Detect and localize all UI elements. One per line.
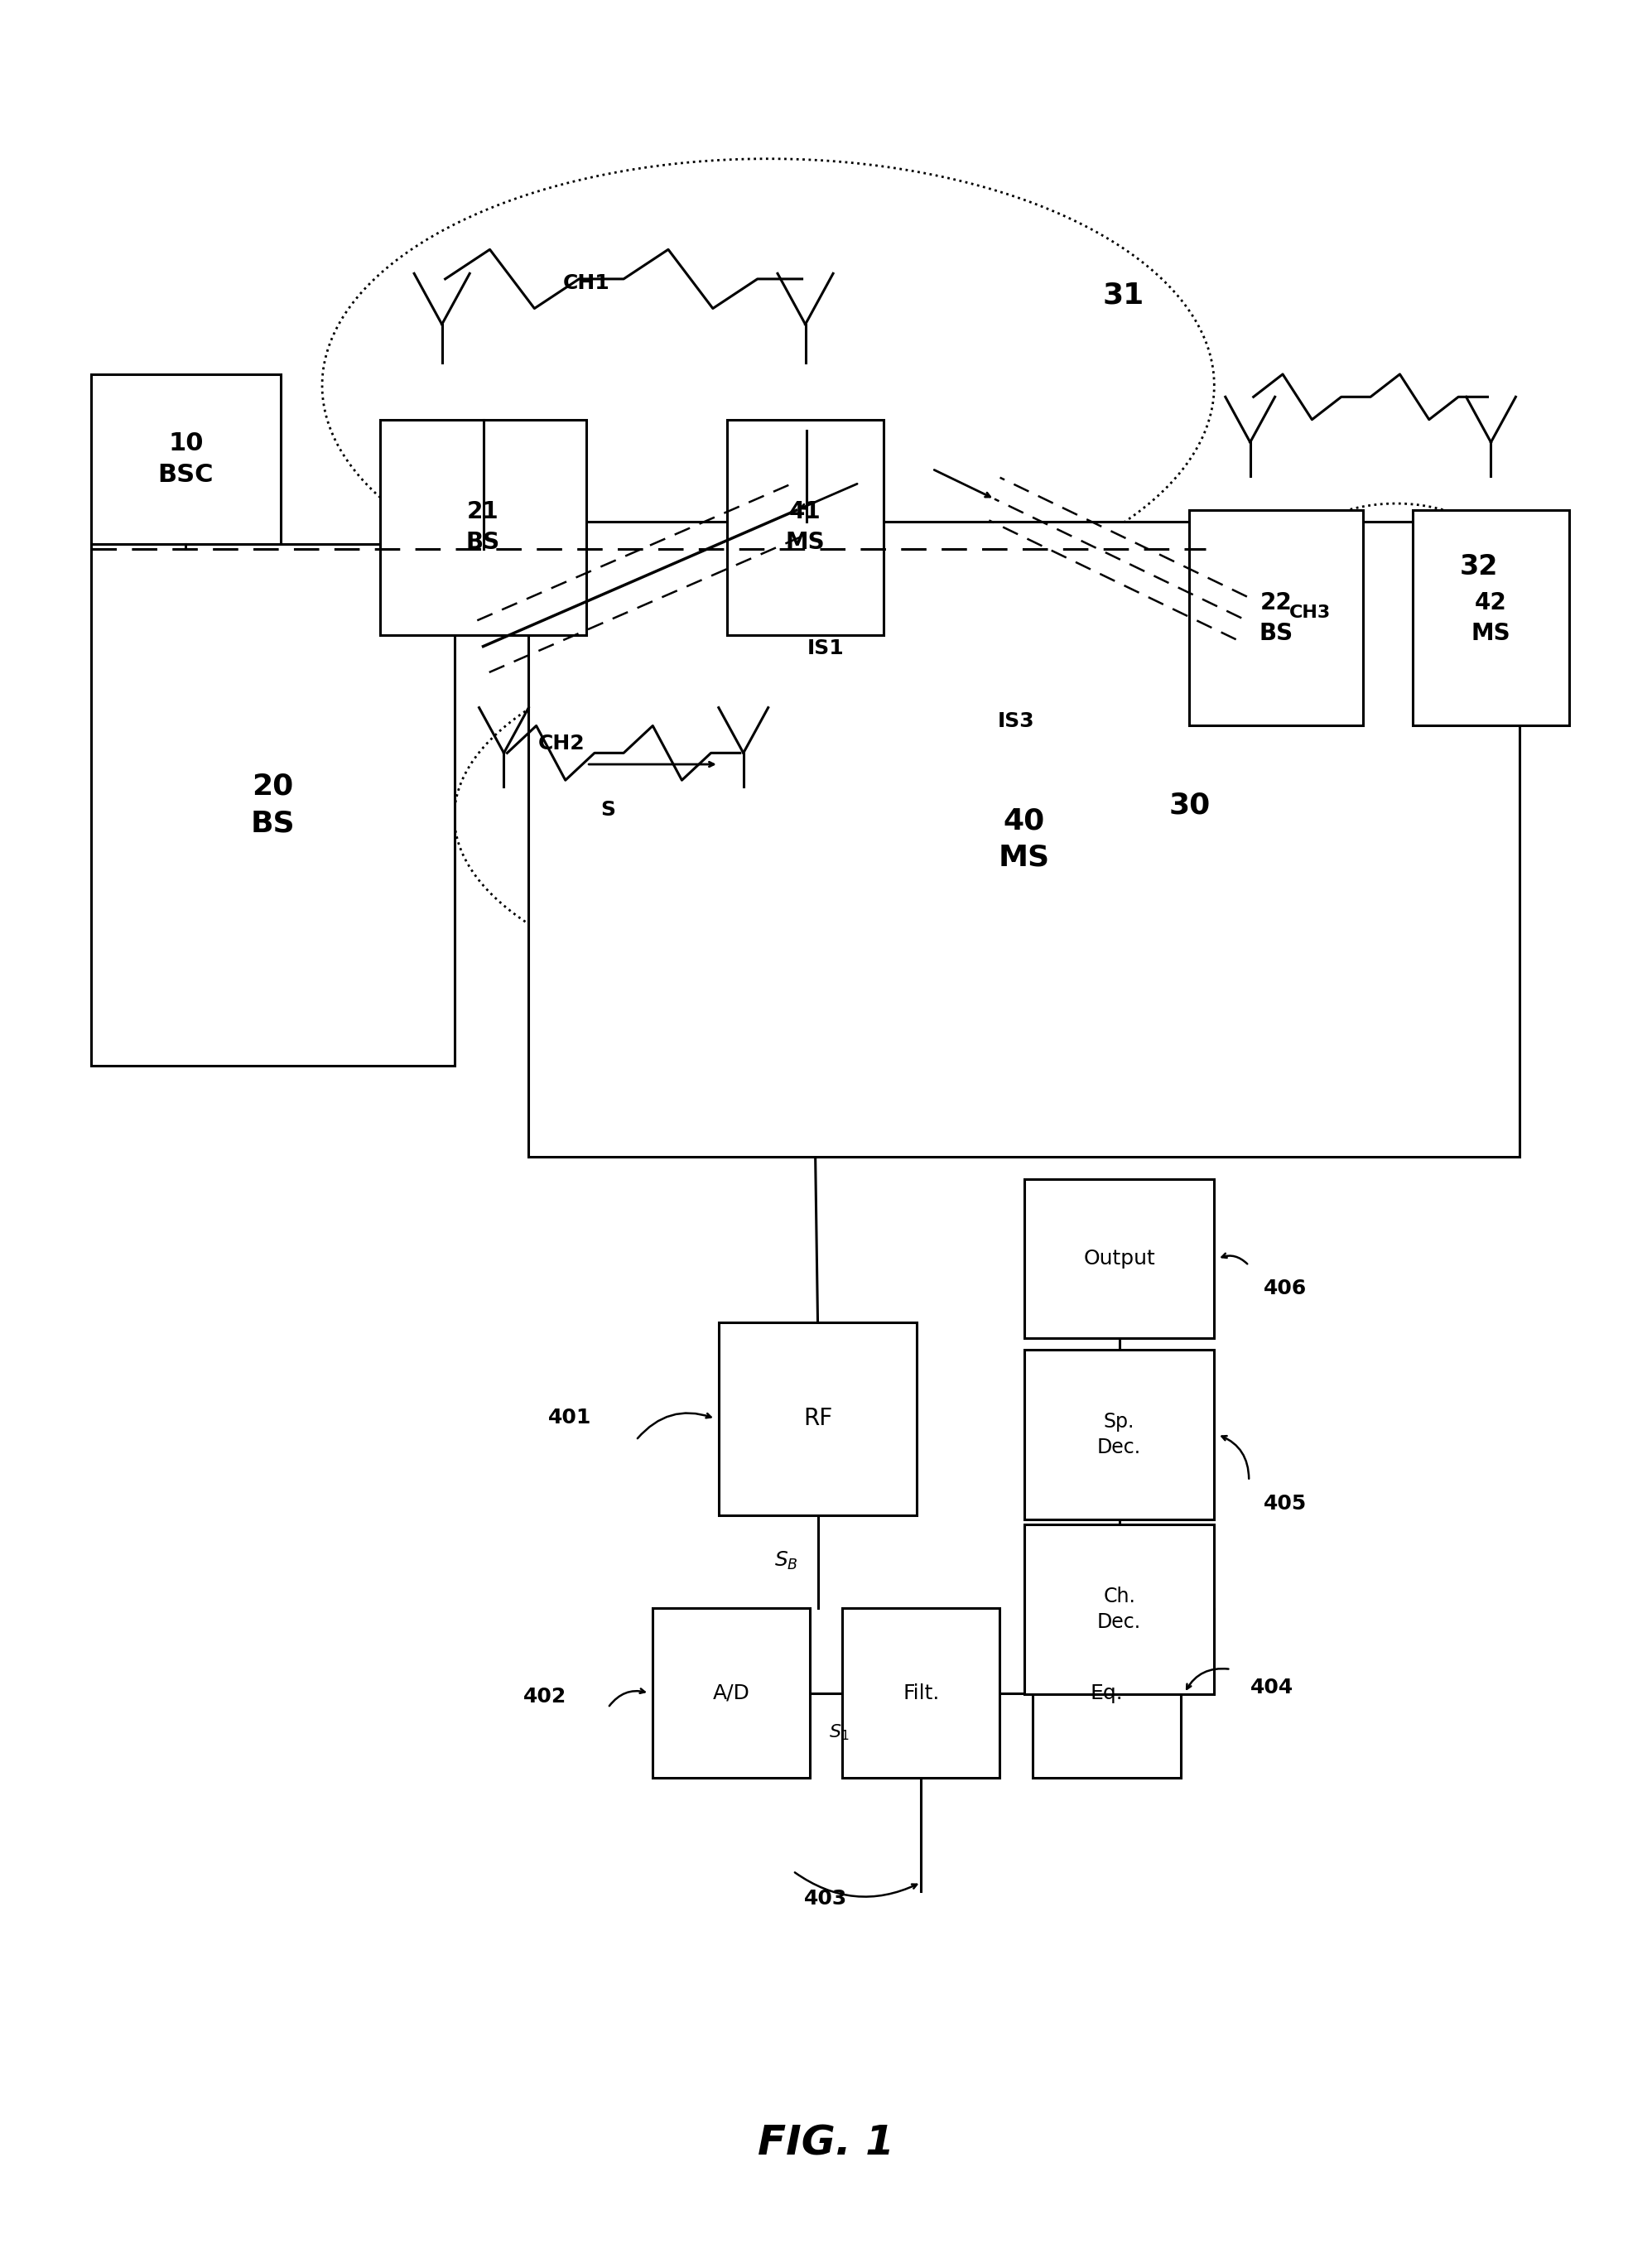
Text: Sp.
Dec.: Sp. Dec. [1097, 1411, 1142, 1458]
Text: CH2: CH2 [539, 735, 585, 753]
Text: 40
MS: 40 MS [998, 807, 1051, 871]
Bar [1024, 1524, 1214, 1694]
Bar [1024, 1179, 1214, 1338]
Text: 31: 31 [1102, 281, 1145, 308]
Text: 20
BS: 20 BS [251, 773, 294, 837]
Text: CH1: CH1 [563, 274, 610, 293]
Text: 402: 402 [524, 1687, 567, 1706]
Text: $S_1$: $S_1$ [829, 1724, 849, 1742]
Text: 32: 32 [1459, 553, 1498, 581]
Bar [529, 522, 1520, 1157]
Text: 406: 406 [1264, 1279, 1307, 1297]
Text: 405: 405 [1264, 1495, 1307, 1513]
Text: 41
MS: 41 MS [786, 501, 824, 553]
Text: 404: 404 [1251, 1678, 1294, 1696]
Text: 22
BS: 22 BS [1259, 592, 1294, 644]
Text: IS1: IS1 [808, 640, 844, 658]
Bar [843, 1608, 999, 1778]
Text: 10
BSC: 10 BSC [159, 431, 213, 488]
Text: Filt.: Filt. [902, 1683, 940, 1703]
Text: Output: Output [1084, 1250, 1155, 1268]
Bar [1032, 1608, 1181, 1778]
Text: IS3: IS3 [998, 712, 1034, 730]
Bar [719, 1322, 917, 1515]
Bar [1024, 1349, 1214, 1520]
Bar [91, 374, 281, 544]
Text: $S_B$: $S_B$ [775, 1549, 798, 1572]
Bar [1189, 510, 1363, 726]
Text: 21
BS: 21 BS [466, 501, 501, 553]
Bar [727, 420, 884, 635]
Text: Ch.
Dec.: Ch. Dec. [1097, 1585, 1142, 1633]
Text: A/D: A/D [712, 1683, 750, 1703]
Text: RF: RF [803, 1406, 833, 1431]
Bar [380, 420, 586, 635]
Bar [91, 544, 454, 1066]
Text: 403: 403 [805, 1889, 847, 1907]
Text: 30: 30 [1168, 792, 1211, 819]
Text: 42
MS: 42 MS [1472, 592, 1510, 644]
Text: FIG. 1: FIG. 1 [758, 2123, 894, 2164]
Text: 401: 401 [548, 1408, 591, 1427]
Text: S: S [600, 801, 616, 819]
Text: CH3: CH3 [1289, 603, 1332, 621]
Bar [653, 1608, 809, 1778]
Text: Eq.: Eq. [1090, 1683, 1123, 1703]
Bar [1412, 510, 1569, 726]
